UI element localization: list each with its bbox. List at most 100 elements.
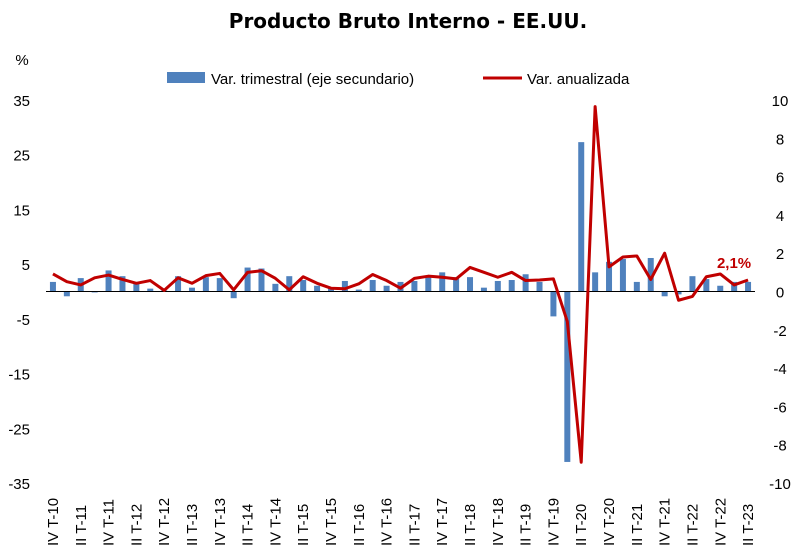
bar-IV-T-18 bbox=[494, 280, 501, 292]
y-left-tick-label: 15 bbox=[13, 202, 30, 219]
bar-II-T-12 bbox=[133, 283, 140, 292]
x-tick-label: II T-12 bbox=[128, 504, 145, 546]
bar-IV-T-16 bbox=[383, 285, 390, 292]
x-tick-label: IV T-16 bbox=[379, 498, 396, 546]
x-tick-label: II T-22 bbox=[684, 504, 701, 546]
bar-III-T-22 bbox=[703, 279, 710, 292]
bar-IV-T-17 bbox=[439, 272, 446, 292]
bar-IV-T-11 bbox=[105, 270, 112, 292]
bar-II-T-23 bbox=[745, 281, 752, 292]
bar-I-T-21 bbox=[619, 258, 626, 292]
x-tick-label: IV T-10 bbox=[45, 498, 62, 546]
y-axis-left-label: % bbox=[15, 52, 28, 69]
bar-III-T-18 bbox=[480, 287, 487, 292]
bar-series bbox=[49, 142, 752, 462]
bar-IV-T-10 bbox=[49, 281, 56, 292]
x-tick-label: II T-20 bbox=[573, 504, 590, 546]
y-right-tick-label: -4 bbox=[773, 361, 786, 378]
x-tick-label: II T-14 bbox=[240, 504, 257, 546]
chart-title: Producto Bruto Interno - EE.UU. bbox=[229, 9, 587, 33]
bar-IV-T-22 bbox=[717, 285, 724, 292]
bar-IV-T-19 bbox=[550, 291, 557, 317]
x-tick-label: IV T-14 bbox=[267, 498, 284, 546]
bar-II-T-15 bbox=[300, 280, 307, 292]
x-tick-label: IV T-22 bbox=[712, 498, 729, 546]
legend-bar-label: Var. trimestral (eje secundario) bbox=[211, 71, 414, 88]
bar-I-T-12 bbox=[119, 276, 126, 292]
x-tick-label: II T-21 bbox=[629, 504, 646, 546]
y-left-tick-label: -35 bbox=[8, 476, 30, 493]
y-axis-left: 35 25 15 5 -5 -15 -25 -35 bbox=[8, 93, 30, 493]
x-tick-label: II T-11 bbox=[73, 505, 90, 546]
y-left-tick-label: 25 bbox=[13, 148, 30, 165]
bar-II-T-19 bbox=[522, 274, 529, 292]
bar-II-T-14 bbox=[244, 267, 251, 292]
x-tick-label: IV T-13 bbox=[212, 498, 229, 546]
legend-bar-swatch bbox=[167, 72, 205, 83]
x-tick-label: II T-16 bbox=[351, 504, 368, 546]
bar-III-T-15 bbox=[314, 285, 321, 292]
bar-III-T-19 bbox=[536, 281, 543, 292]
y-right-tick-label: -2 bbox=[773, 323, 786, 340]
bar-II-T-22 bbox=[689, 276, 696, 292]
x-tick-label: IV T-19 bbox=[545, 498, 562, 546]
bar-IV-T-13 bbox=[216, 278, 223, 292]
bar-II-T-18 bbox=[467, 277, 474, 292]
bar-I-T-22 bbox=[675, 291, 682, 295]
y-left-tick-label: -5 bbox=[17, 312, 30, 329]
bar-I-T-20 bbox=[564, 291, 571, 462]
bar-I-T-15 bbox=[286, 276, 293, 292]
bar-I-T-19 bbox=[508, 280, 515, 292]
bar-IV-T-14 bbox=[272, 283, 279, 292]
y-right-tick-label: 4 bbox=[776, 208, 784, 225]
x-tick-label: II T-18 bbox=[462, 504, 479, 546]
x-tick-label: II T-23 bbox=[740, 504, 757, 546]
bar-I-T-18 bbox=[453, 277, 460, 292]
bar-II-T-21 bbox=[633, 281, 640, 292]
x-tick-label: IV T-20 bbox=[601, 498, 618, 546]
x-tick-label: IV T-15 bbox=[323, 498, 340, 546]
y-right-tick-label: 0 bbox=[776, 285, 784, 302]
x-tick-label: II T-13 bbox=[184, 504, 201, 546]
bar-II-T-20 bbox=[578, 142, 585, 292]
bar-II-T-17 bbox=[411, 280, 418, 292]
y-right-tick-label: -10 bbox=[769, 476, 791, 493]
y-right-tick-label: 6 bbox=[776, 170, 784, 187]
y-left-tick-label: 5 bbox=[22, 257, 30, 274]
last-value-annotation: 2,1% bbox=[717, 255, 751, 272]
x-tick-label: II T-15 bbox=[295, 504, 312, 546]
bar-III-T-12 bbox=[147, 288, 154, 292]
y-right-tick-label: 8 bbox=[776, 131, 784, 148]
bar-I-T-13 bbox=[175, 276, 182, 292]
bar-I-T-14 bbox=[230, 291, 237, 299]
bar-III-T-14 bbox=[258, 268, 265, 292]
x-tick-label: II T-19 bbox=[518, 504, 535, 546]
y-right-tick-label: 2 bbox=[776, 246, 784, 263]
bar-III-T-20 bbox=[592, 272, 599, 292]
bar-IV-T-20 bbox=[606, 261, 613, 292]
bar-II-T-16 bbox=[355, 289, 362, 292]
x-tick-label: IV T-12 bbox=[156, 498, 173, 546]
y-left-tick-label: 35 bbox=[13, 93, 30, 110]
bar-III-T-17 bbox=[425, 276, 432, 292]
bar-I-T-16 bbox=[341, 280, 348, 292]
bar-I-T-23 bbox=[731, 281, 738, 292]
y-left-tick-label: -15 bbox=[8, 367, 30, 384]
bar-II-T-13 bbox=[188, 287, 195, 292]
bar-I-T-11 bbox=[63, 291, 70, 297]
x-tick-label: IV T-18 bbox=[490, 498, 507, 546]
x-axis: IV T-10 II T-11 IV T-11 II T-12 IV T-12 II T-… bbox=[45, 498, 757, 546]
bar-III-T-21 bbox=[647, 257, 654, 292]
x-tick-label: IV T-21 bbox=[657, 498, 674, 546]
bar-III-T-13 bbox=[202, 277, 209, 292]
y-axis-right: 10 8 6 4 2 0 -2 -4 -6 -8 -10 bbox=[769, 93, 791, 493]
legend-line-label: Var. anualizada bbox=[527, 71, 630, 88]
x-tick-label: IV T-17 bbox=[434, 498, 451, 546]
y-right-tick-label: -6 bbox=[773, 399, 786, 416]
legend: Var. trimestral (eje secundario) Var. an… bbox=[167, 71, 630, 88]
y-right-tick-label: -8 bbox=[773, 438, 786, 455]
y-left-tick-label: -25 bbox=[8, 421, 30, 438]
x-tick-label: IV T-11 bbox=[101, 499, 118, 546]
y-right-tick-label: 10 bbox=[772, 93, 789, 110]
